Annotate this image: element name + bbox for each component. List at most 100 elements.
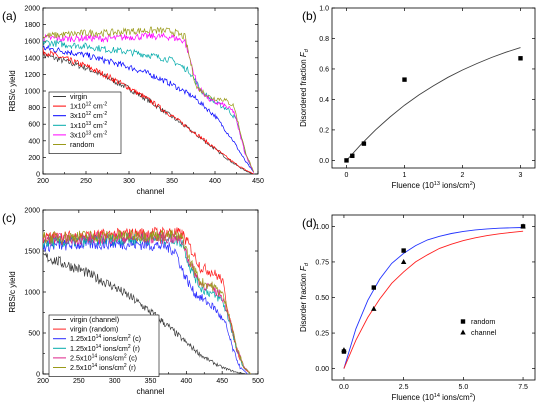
y-tick-label: 1400 — [24, 55, 40, 62]
legend-entry-3: 1x1013 cm-2 — [70, 121, 107, 130]
y-tick-label: 0.25 — [315, 331, 329, 338]
y-tick-label: 0 — [36, 372, 40, 379]
y-tick-label: 0.75 — [315, 259, 329, 266]
x-tick-label: 0 — [345, 172, 349, 179]
y-tick-label: 0.0 — [319, 158, 329, 165]
legend-marker-0 — [460, 319, 466, 324]
x-tick-label: 350 — [166, 178, 178, 185]
data-point-0-2 — [401, 248, 406, 253]
series-line-4 — [43, 230, 252, 374]
legend-entry-1: 1x1012 cm-2 — [70, 102, 107, 111]
panel-label: (c) — [2, 211, 16, 225]
x-tick-label: 250 — [80, 178, 92, 185]
x-axis-label: Fluence (1014 ions/cm2) — [392, 393, 476, 402]
fit-curve-0 — [343, 227, 524, 369]
x-tick-label: 500 — [252, 378, 264, 385]
legend-entry-2: 3x1012 cm-2 — [70, 111, 107, 120]
x-tick-label: 400 — [209, 178, 221, 185]
data-point-3 — [402, 77, 407, 82]
x-tick-label: 5.0 — [458, 384, 468, 391]
y-tick-label: 0.4 — [319, 97, 329, 104]
panel-label: (a) — [2, 9, 17, 23]
legend-marker-1 — [460, 329, 466, 335]
x-tick-label: 350 — [145, 378, 157, 385]
legend-entry-3: 1.25x1014 ions/cm2 (r) — [70, 344, 140, 353]
legend-entry-5: 2.5x1014 ions/cm2 (r) — [70, 363, 136, 372]
y-tick-label: 0.6 — [319, 66, 329, 73]
y-tick-label: 0.00 — [315, 366, 329, 373]
y-axis-label: RBS/c yield — [8, 70, 17, 111]
legend-entry-4: 2.5x1014 ions/cm2 (c) — [70, 353, 137, 362]
y-tick-label: 1000 — [24, 89, 40, 96]
x-tick-label: 3 — [519, 172, 523, 179]
fit-curve-1 — [343, 230, 524, 369]
legend-entry-4: 3x1013 cm-2 — [70, 130, 107, 139]
y-axis-label: Disorder fraction Fd — [299, 262, 310, 332]
x-tick-label: 2.5 — [399, 384, 409, 391]
panel-c: 0 500 1000 1500 2000 200 250 300 350 400 450 500 cha… — [2, 208, 264, 397]
x-tick-label: 1 — [403, 172, 407, 179]
legend-entry-1: channel — [471, 328, 497, 337]
y-tick-label: 1600 — [24, 39, 40, 46]
series-line-0 — [43, 251, 248, 374]
y-tick-label: 500 — [28, 331, 40, 338]
series-line-2 — [43, 44, 254, 173]
x-axis-label: channel — [136, 187, 164, 196]
y-tick-label: 0.2 — [319, 127, 329, 134]
x-tick-label: 300 — [123, 178, 135, 185]
x-tick-label: 200 — [37, 378, 49, 385]
x-tick-label: 0.0 — [339, 384, 349, 391]
series-line-1 — [43, 47, 254, 174]
data-point-0-1 — [371, 285, 376, 290]
x-axis-label: Fluence (1013 ions/cm2) — [392, 181, 476, 190]
y-tick-label: 2000 — [24, 6, 40, 13]
y-tick-label: 1.00 — [315, 224, 329, 231]
y-tick-label: 400 — [28, 138, 40, 145]
legend-entry-0: random — [471, 317, 495, 326]
y-tick-label: 1800 — [24, 22, 40, 29]
legend-entry-0: virgin — [70, 92, 87, 101]
panel-label: (b) — [302, 9, 317, 23]
y-tick-label: 200 — [28, 155, 40, 162]
x-tick-label: 2 — [461, 172, 465, 179]
legend-entry-5: random — [70, 140, 94, 149]
data-point-0 — [344, 158, 349, 163]
plot-frame — [331, 214, 536, 381]
x-tick-label: 400 — [180, 378, 192, 385]
x-tick-label: 300 — [109, 378, 121, 385]
series-line-5 — [43, 229, 252, 374]
y-tick-label: 600 — [28, 122, 40, 129]
y-tick-label: 0 — [36, 172, 40, 179]
legend-box — [48, 91, 122, 154]
y-tick-label: 1.0 — [319, 6, 329, 13]
y-axis-label: Disordered fraction Fd — [299, 48, 310, 127]
y-tick-label: 0.50 — [315, 295, 329, 302]
x-tick-label: 450 — [252, 178, 264, 185]
series-line-4 — [43, 32, 255, 173]
legend-box — [48, 314, 160, 377]
panel-b: 0.0 0.2 0.4 0.6 0.8 1.0 0 1 2 3 Fluence (1013 ions… — [299, 6, 536, 190]
data-point-2 — [361, 141, 367, 146]
data-point-1-3 — [520, 223, 526, 229]
data-point-1-1 — [371, 305, 377, 311]
panel-a: 0200400600800100012001400160018002000200… — [2, 6, 264, 197]
x-axis-label: channel — [136, 387, 164, 396]
y-tick-label: 800 — [28, 105, 40, 112]
y-tick-label: 0.8 — [319, 36, 329, 43]
data-point-1-0 — [341, 347, 347, 353]
y-tick-label: 1200 — [24, 72, 40, 79]
data-point-1-2 — [400, 258, 407, 264]
fit-curve — [346, 47, 521, 161]
x-tick-label: 450 — [216, 378, 228, 385]
data-point-4 — [518, 56, 523, 61]
plot-frame — [331, 7, 536, 169]
panel-d: 0.00 0.25 0.50 0.75 1.00 0.0 2.5 5.0 7.5 Fluence … — [299, 214, 536, 402]
y-axis-label: RBS/c yield — [8, 271, 17, 312]
y-tick-label: 1000 — [24, 290, 40, 297]
y-tick-label: 2000 — [24, 208, 40, 215]
legend-entry-0: virgin (channel) — [70, 315, 119, 324]
x-tick-label: 7.5 — [518, 384, 528, 391]
data-point-1 — [350, 153, 355, 159]
x-tick-label: 200 — [37, 178, 49, 185]
